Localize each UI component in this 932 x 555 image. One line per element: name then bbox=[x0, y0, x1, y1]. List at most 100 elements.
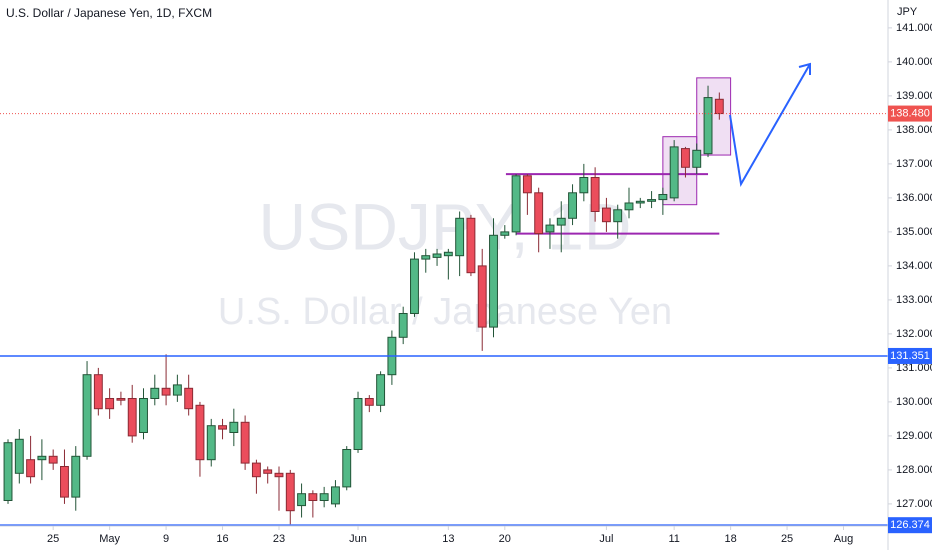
candle-body bbox=[680, 148, 690, 168]
candle-body bbox=[556, 217, 566, 226]
candle-body bbox=[364, 397, 374, 406]
candle-body bbox=[251, 462, 261, 478]
candle-body bbox=[82, 374, 92, 457]
candle-body bbox=[590, 176, 600, 212]
candle-body bbox=[692, 149, 702, 168]
candle-body bbox=[500, 231, 510, 236]
y-tick-label: 140.000 bbox=[896, 56, 932, 68]
candle-body bbox=[37, 455, 47, 461]
plot bbox=[0, 77, 888, 526]
candle-body bbox=[647, 199, 657, 202]
candle-body bbox=[218, 425, 227, 430]
x-tick-label: Jun bbox=[349, 533, 367, 545]
y-tick-label: 133.000 bbox=[896, 294, 932, 306]
x-tick-label: 9 bbox=[163, 533, 169, 545]
candle-body bbox=[206, 425, 216, 461]
level-label: 126.374 bbox=[890, 519, 930, 531]
y-tick-label: 138.000 bbox=[896, 124, 932, 136]
x-tick-label: Jul bbox=[599, 533, 613, 545]
watermark-subtitle: U.S. Dollar / Japanese Yen bbox=[218, 291, 672, 333]
candle-body bbox=[421, 255, 431, 260]
candle-body bbox=[455, 217, 465, 257]
candle-body bbox=[568, 192, 577, 219]
y-tick-label: 132.000 bbox=[896, 328, 932, 340]
candle-body bbox=[714, 98, 724, 115]
candle-body bbox=[579, 176, 589, 194]
candle-body bbox=[466, 217, 476, 274]
y-tick-label: 137.000 bbox=[896, 158, 932, 170]
y-tick-label: 130.000 bbox=[896, 396, 932, 408]
x-tick-label: May bbox=[99, 533, 120, 545]
y-tick-label: 128.000 bbox=[896, 464, 932, 476]
x-tick-label: 16 bbox=[216, 533, 228, 545]
y-tick-label: 139.000 bbox=[896, 90, 932, 102]
candle-body bbox=[274, 472, 284, 478]
candle-body bbox=[624, 202, 634, 211]
x-tick-label: 20 bbox=[499, 533, 511, 545]
candle-body bbox=[353, 397, 363, 450]
candle-body bbox=[669, 146, 679, 199]
candle-body bbox=[14, 438, 24, 474]
x-tick-label: 11 bbox=[668, 533, 679, 545]
candle-body bbox=[172, 384, 182, 396]
candle-body bbox=[545, 224, 555, 233]
y-tick-label: 136.000 bbox=[896, 192, 932, 204]
candle-body bbox=[410, 258, 419, 314]
candle-body bbox=[93, 374, 103, 410]
candle-body bbox=[443, 251, 453, 257]
candle-body bbox=[240, 421, 250, 464]
y-tick-label: 131.000 bbox=[896, 362, 932, 374]
candle-body bbox=[161, 387, 171, 396]
candle-body bbox=[3, 442, 13, 501]
candle-body bbox=[263, 469, 273, 474]
candle-body bbox=[60, 465, 69, 498]
candle-body bbox=[601, 207, 611, 223]
candle-body bbox=[127, 397, 137, 437]
x-tick-label: 25 bbox=[781, 533, 793, 545]
y-tick-label: 129.000 bbox=[896, 430, 932, 442]
candle-body bbox=[116, 397, 126, 401]
zone-box bbox=[662, 136, 698, 206]
candle-body bbox=[150, 387, 160, 399]
x-tick-label: 25 bbox=[47, 533, 59, 545]
candle-body bbox=[308, 493, 318, 501]
candle-body bbox=[522, 175, 532, 194]
candle-body bbox=[319, 493, 329, 501]
candle-body bbox=[635, 200, 645, 204]
candle-body bbox=[71, 455, 81, 498]
candle-body bbox=[398, 312, 408, 338]
candle-body bbox=[105, 397, 115, 410]
candle-body bbox=[511, 175, 521, 233]
candle-body bbox=[534, 192, 544, 235]
candle-body bbox=[376, 374, 386, 406]
axes: 127.000 128.000 129.000 130.000 131.000 132.0… bbox=[47, 22, 932, 545]
x-tick-label: 13 bbox=[442, 533, 454, 545]
projection-arrow bbox=[729, 63, 811, 187]
candle-body bbox=[26, 459, 36, 478]
candle-body bbox=[477, 265, 487, 328]
x-tick-label: 23 bbox=[273, 533, 285, 545]
y-tick-label: 134.000 bbox=[896, 260, 932, 272]
arrow-head bbox=[798, 62, 811, 75]
chart-title: U.S. Dollar / Japanese Yen, 1D, FXCM bbox=[6, 6, 212, 20]
zone-box bbox=[696, 77, 732, 156]
last-price-label: 138.480 bbox=[890, 107, 930, 119]
candle-body bbox=[48, 455, 58, 464]
candle-body bbox=[184, 387, 194, 410]
candle-body bbox=[703, 97, 713, 155]
y-axis-label: JPY bbox=[897, 6, 918, 18]
candle-body bbox=[613, 209, 623, 223]
candle-body bbox=[297, 493, 307, 507]
x-tick-label: 18 bbox=[724, 533, 736, 545]
y-tick-label: 141.000 bbox=[896, 22, 932, 34]
y-tick-label: 127.000 bbox=[896, 498, 932, 510]
candle-body bbox=[489, 234, 498, 328]
candle-body bbox=[195, 404, 205, 461]
level-label-box bbox=[888, 347, 932, 364]
level-label: 131.351 bbox=[890, 350, 930, 362]
candle-body bbox=[229, 421, 239, 433]
level-label-box bbox=[888, 517, 932, 534]
x-tick-label: Aug bbox=[834, 533, 854, 545]
